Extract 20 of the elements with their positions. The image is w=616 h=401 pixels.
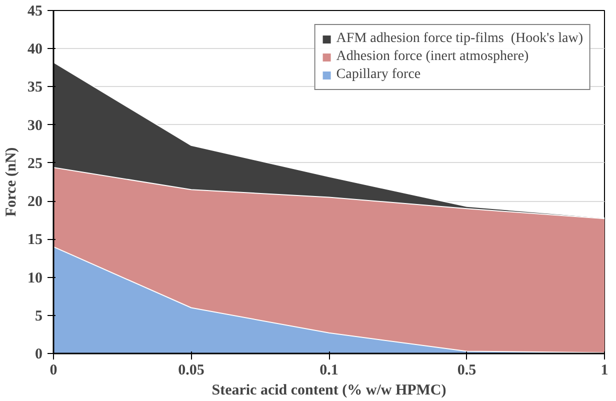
y-tick-label: 10 [28,270,42,286]
x-tick-label: 0.5 [457,362,476,378]
x-tick-label: 0 [50,362,58,378]
legend-label: AFM adhesion force tip-films (Hook's law) [336,31,583,47]
y-tick-label: 35 [28,80,42,96]
x-axis-title: Stearic acid content (% w/w HPMC) [212,382,446,398]
y-tick-label: 20 [28,194,42,210]
y-axis-title: Force (nN) [4,147,20,217]
x-tick-label: 1 [600,362,608,378]
legend-label: Capillary force [336,67,421,83]
y-tick-label: 5 [35,308,42,324]
y-tick-label: 25 [28,156,42,172]
y-tick-label: 45 [28,4,42,20]
x-tick-label: 0.05 [178,362,204,378]
x-tick-label: 0.1 [320,362,338,378]
legend-label: Adhesion force (inert atmosphere) [336,49,529,65]
y-tick-label: 0 [35,346,42,362]
y-tick-label: 15 [28,232,42,248]
y-tick-label: 40 [28,42,42,58]
y-tick-label: 30 [28,118,42,134]
